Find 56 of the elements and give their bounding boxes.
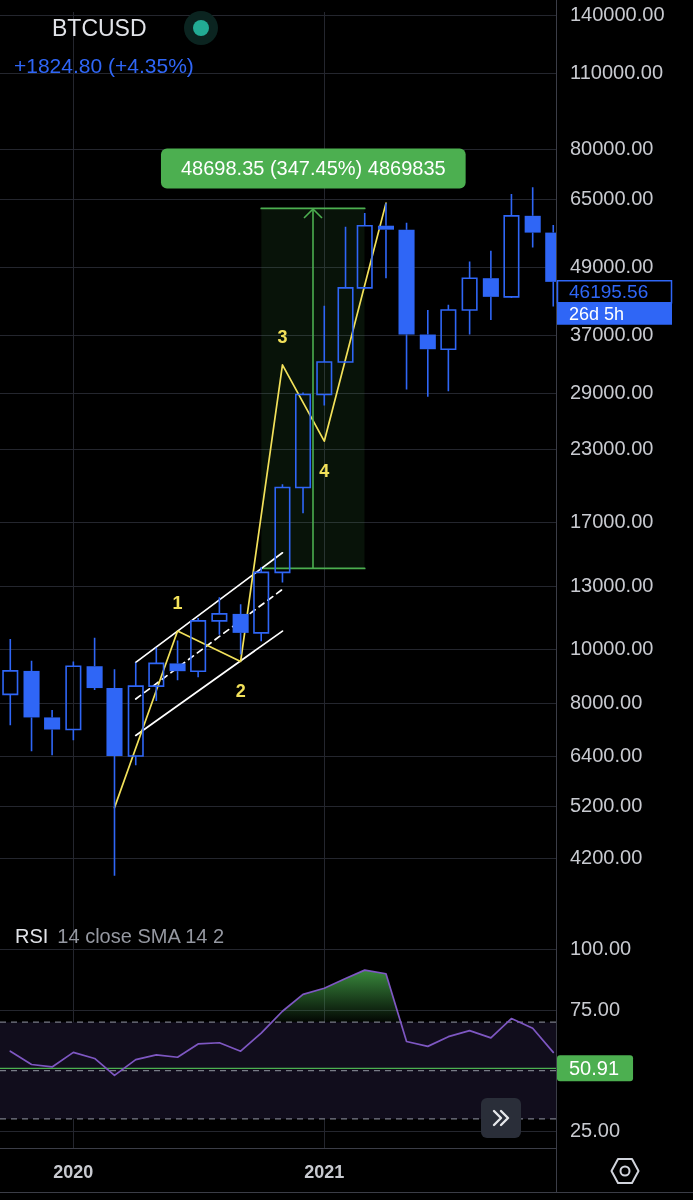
candlestick [106,668,123,877]
y-tick-label: 17000.00 [570,509,654,532]
candlestick [232,603,249,656]
chart-title: BTCUSD [52,14,147,43]
y-tick-label: 13000.00 [570,574,654,597]
y-tick-label: 49000.00 [570,255,654,278]
candlestick [398,221,415,391]
y-tick-label: 80000.00 [570,137,654,160]
x-tick-label: 2020 [53,1161,94,1182]
candlestick [211,596,228,636]
text: RSI [15,925,49,947]
candlestick [440,303,457,393]
text: 26d 5h [569,303,625,324]
candlestick [337,225,354,363]
y-tick-label: 6400.00 [570,744,643,767]
candlestick [316,305,333,407]
annotation: 1 [172,593,183,614]
candlestick [2,638,19,726]
candlestick [253,566,270,643]
candlestick [148,646,165,702]
y-tick-label: 10000.00 [570,637,654,660]
x-tick-label: 2021 [304,1161,345,1182]
candlestick [524,186,541,249]
candlestick [356,212,373,289]
candlestick [482,249,499,321]
annotation: 3 [277,326,288,347]
y-tick-label: 5200.00 [570,794,643,817]
y-tick-label: 29000.00 [570,381,654,404]
candlestick [377,202,395,280]
candlestick [44,709,61,757]
ref-line-label: 50.91 [569,1056,620,1079]
annotation: 46195.56 [569,281,649,303]
candlestick [127,661,144,767]
candlestick [419,309,436,398]
candlestick [86,637,103,691]
text: +1824.80 (+4.35%) [14,53,194,79]
y-tick-label: 100.00 [570,937,632,960]
y-tick-label: 65000.00 [570,187,654,210]
candlestick [294,391,312,515]
candlestick [503,193,520,298]
y-tick-label: 4200.00 [570,845,643,868]
y-tick-label: 8000.00 [570,690,643,713]
candlestick [169,639,186,682]
annotation: 2 [235,681,246,702]
annotation: 48698.35 (347.45%) 4869835 [180,156,446,179]
candlestick [190,617,207,679]
candlestick [461,260,478,336]
annotation: 4 [319,461,330,482]
y-tick-label: 25.00 [570,1118,621,1141]
text: 14 close SMA 14 2 [57,925,225,947]
y-tick-label: 23000.00 [570,436,654,459]
y-tick-label: 140000.00 [570,2,665,25]
y-tick-label: 75.00 [570,997,621,1020]
y-tick-label: 37000.00 [570,322,654,345]
y-tick-label: 110000.00 [570,60,664,83]
candlestick [23,659,40,753]
